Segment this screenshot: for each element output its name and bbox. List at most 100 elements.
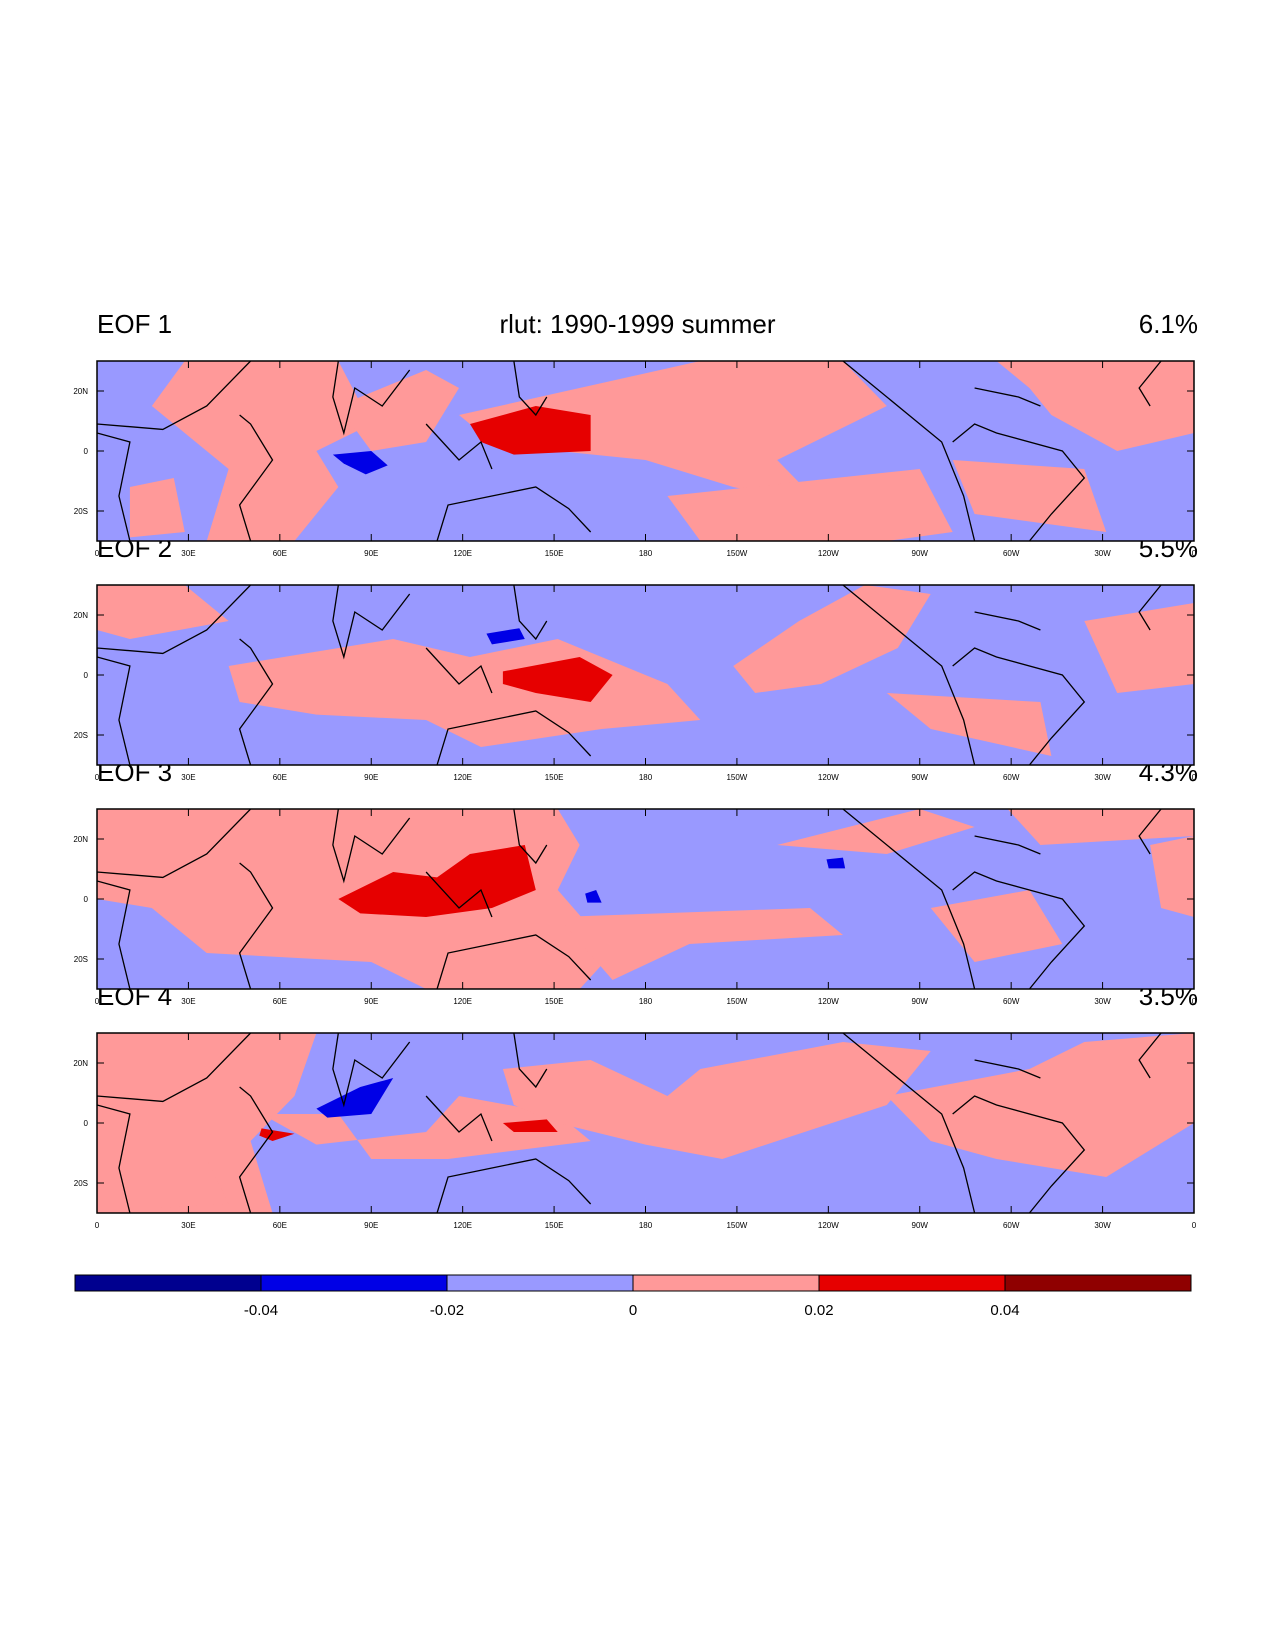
- coastline: [842, 809, 976, 989]
- lon-tick-label: 120W: [818, 1221, 839, 1230]
- contour-region: [826, 857, 846, 869]
- lon-tick-label: 30W: [1094, 1221, 1111, 1230]
- map-panel-2: 20N 0 20S 0 30E 60E 90E 120E 150E 180 150W 120W 90W 6…: [73, 584, 1197, 782]
- contour-region: [1150, 836, 1194, 917]
- figure-title: rlut: 1990-1999 summer: [499, 309, 776, 339]
- coastline: [513, 361, 548, 417]
- colorbar-bin: [1004, 1274, 1192, 1292]
- lon-tick-label: 60W: [1003, 997, 1020, 1006]
- coastline: [436, 710, 592, 765]
- contour-region: [332, 451, 388, 475]
- contour-region: [459, 361, 887, 505]
- lon-tick-label: 90E: [364, 997, 378, 1006]
- coastline: [332, 809, 411, 884]
- coastline: [513, 585, 548, 641]
- lon-tick-label: 150E: [545, 997, 564, 1006]
- coastline: [842, 361, 976, 541]
- lon-tick-label: 120E: [453, 997, 472, 1006]
- contour-region: [316, 1078, 394, 1118]
- coastline: [97, 1033, 252, 1213]
- lon-tick-label: 120E: [453, 773, 472, 782]
- lon-tick-label: 0: [1192, 773, 1197, 782]
- lon-tick-label: 150E: [545, 549, 564, 558]
- contour-region: [261, 1096, 591, 1159]
- coastline: [1138, 361, 1162, 407]
- colorbar-tick-label: -0.02: [429, 1302, 465, 1319]
- contour-region: [338, 370, 460, 451]
- colorbar-bin: [818, 1274, 1006, 1292]
- lon-tick-label: 120W: [818, 997, 839, 1006]
- lon-tick-label: 180: [639, 549, 653, 558]
- contour-region: [733, 585, 931, 693]
- contour-region: [502, 1042, 931, 1159]
- lat-tick-label: 0: [84, 895, 89, 904]
- coastline: [436, 1158, 592, 1213]
- lon-tick-label: 0: [95, 549, 100, 558]
- contour-region: [1007, 809, 1194, 845]
- colorbar-bin: [446, 1274, 634, 1292]
- lon-tick-label: 90W: [912, 549, 929, 558]
- lon-tick-label: 60E: [273, 549, 287, 558]
- coastline: [1138, 809, 1162, 855]
- coastline: [425, 647, 493, 694]
- coastlines: [97, 809, 1162, 989]
- contour-region: [502, 657, 613, 702]
- colorbar-bin: [260, 1274, 448, 1292]
- contour-fill: [97, 809, 1194, 989]
- colorbar-tick-label: 0: [628, 1302, 638, 1319]
- colorbar-tick-label: 0.02: [804, 1302, 834, 1319]
- lon-tick-label: 30E: [181, 997, 195, 1006]
- contour-region: [557, 908, 843, 980]
- coastline: [436, 486, 592, 541]
- lon-tick-label: 30W: [1094, 773, 1111, 782]
- coastline: [97, 585, 252, 765]
- coastline: [425, 423, 493, 470]
- lat-tick-label: 20N: [73, 387, 88, 396]
- coastline: [952, 1095, 1086, 1213]
- lon-tick-label: 180: [639, 773, 653, 782]
- contour-region: [118, 1159, 229, 1210]
- lon-tick-label: 150W: [726, 1221, 747, 1230]
- coastline: [842, 585, 976, 765]
- lon-tick-label: 150W: [726, 549, 747, 558]
- lon-tick-label: 120E: [453, 549, 472, 558]
- contour-fill: [97, 585, 1194, 756]
- lat-tick-label: 0: [84, 447, 89, 456]
- contour-region: [886, 1033, 1194, 1177]
- lon-tick-label: 30E: [181, 549, 195, 558]
- variance-label: 6.1%: [1138, 309, 1198, 339]
- lon-tick-label: 150W: [726, 773, 747, 782]
- coastline: [513, 1033, 548, 1089]
- eof-panel-1: EOF 1 rlut: 1990-1999 summer 6.1%: [0, 311, 1275, 541]
- colorbar-bin: [74, 1274, 262, 1292]
- lon-tick-label: 60E: [273, 997, 287, 1006]
- coastlines: [97, 361, 1162, 541]
- coastline: [974, 835, 1041, 855]
- lon-tick-label: 0: [1192, 1221, 1197, 1230]
- lat-tick-label: 20S: [74, 731, 88, 740]
- lat-tick-label: 20N: [73, 611, 88, 620]
- lon-tick-label: 90E: [364, 1221, 378, 1230]
- coastline: [97, 809, 252, 989]
- coastline: [238, 414, 274, 541]
- colorbar-tick-label: -0.04: [243, 1302, 279, 1319]
- coastline: [238, 638, 274, 765]
- lon-tick-label: 90E: [364, 773, 378, 782]
- lon-tick-label: 180: [639, 1221, 653, 1230]
- lon-tick-label: 60W: [1003, 1221, 1020, 1230]
- lat-tick-label: 20N: [73, 1059, 88, 1068]
- lon-tick-label: 30E: [181, 1221, 195, 1230]
- lon-tick-label: 60E: [273, 1221, 287, 1230]
- lon-tick-label: 120E: [453, 1221, 472, 1230]
- lon-tick-label: 0: [1192, 549, 1197, 558]
- coastline: [332, 585, 411, 660]
- lon-tick-label: 30W: [1094, 997, 1111, 1006]
- contour-region: [97, 585, 229, 639]
- contour-region: [667, 469, 953, 541]
- coastline: [952, 871, 1086, 989]
- contour-region: [1084, 603, 1194, 693]
- lat-tick-label: 20S: [74, 1179, 88, 1188]
- lon-tick-label: 90E: [364, 549, 378, 558]
- coastlines: [97, 1033, 1162, 1213]
